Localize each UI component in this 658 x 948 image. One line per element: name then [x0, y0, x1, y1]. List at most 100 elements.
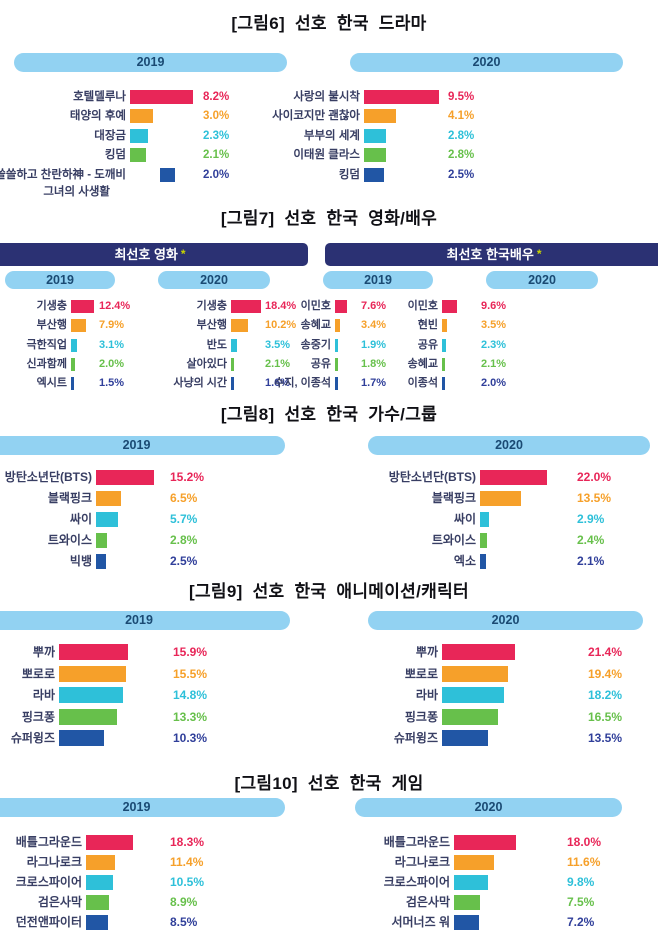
bar — [335, 357, 338, 371]
category-label: 기생충 — [196, 300, 227, 312]
category-label: 슈퍼윙즈 — [393, 731, 438, 745]
value-label: 5.7% — [170, 512, 198, 526]
category-label: 부산행 — [36, 319, 67, 332]
category-label: 뿌까 — [415, 645, 438, 659]
category-label: 킹덤 — [104, 149, 126, 162]
bar — [59, 708, 117, 725]
category-label: 호텔델루나 — [73, 91, 126, 103]
category-label: 라바 — [32, 688, 55, 702]
category-label: 검은사막 — [37, 895, 82, 909]
value-label: 3.5% — [265, 338, 291, 351]
value-label: 22.0% — [577, 470, 612, 484]
category-label: 엑소 — [453, 554, 476, 568]
value-label: 15.9% — [173, 645, 208, 659]
bar — [96, 491, 121, 506]
figure-title: [그림8] 선호 한국 가수/그룹 — [220, 405, 438, 424]
bar — [231, 377, 234, 391]
category-label: 검은사막 — [405, 895, 450, 909]
category-label: 이태원 클라스 — [293, 149, 360, 162]
value-label: 2.3% — [203, 129, 230, 142]
value-label: 19.4% — [588, 666, 623, 681]
category-label: 이민호 — [300, 300, 331, 312]
category-label: 부산행 — [196, 319, 227, 332]
value-label: 6.5% — [170, 491, 198, 505]
category-label: 사랑의 불시착 — [293, 91, 360, 103]
category-label: 크로스파이어 — [15, 875, 82, 889]
group-header-label: 최선호 영화 — [114, 247, 178, 262]
value-label: 1.9% — [361, 338, 387, 351]
category-label-line2: 그녀의 사생활 — [43, 185, 110, 198]
category-label: 방탄소년단(BTS) — [4, 470, 92, 484]
year-header-pill: 2020 — [486, 271, 598, 289]
bar — [71, 338, 77, 352]
value-label: 4.1% — [448, 110, 475, 123]
value-label: 12.4% — [99, 300, 131, 312]
value-label: 9.8% — [567, 875, 595, 889]
category-label: 이민호 — [407, 300, 438, 312]
category-label: 사냥의 시간 — [173, 377, 227, 390]
value-label: 2.1% — [265, 357, 291, 370]
category-label: 쓸쓸하고 찬란하神 - 도깨비 — [0, 168, 126, 181]
bar — [364, 90, 439, 104]
value-label: 16.5% — [588, 709, 623, 724]
category-label: 라바 — [415, 688, 438, 702]
value-label: 2.5% — [448, 168, 475, 181]
category-label: 신과함께 — [26, 357, 67, 370]
category-label: 부부의 세계 — [303, 129, 360, 142]
category-label: 블랙핑크 — [431, 491, 476, 505]
category-label: 라그나로크 — [394, 855, 450, 869]
category-label: 빅뱅 — [69, 554, 92, 568]
category-label: 서머너즈 워 — [391, 915, 450, 929]
year-header-pill: 2020 — [158, 271, 270, 289]
category-label: 송혜교 — [300, 319, 331, 332]
year-header-pill: 2019 — [0, 798, 285, 817]
category-label: 송중기 — [300, 338, 331, 351]
bar — [442, 644, 515, 660]
bar — [130, 90, 193, 104]
value-label: 8.2% — [203, 91, 230, 103]
value-label: 7.2% — [567, 915, 595, 929]
category-label: 던전앤파이터 — [15, 915, 82, 929]
year-header-pill: 2019 — [0, 611, 290, 630]
bar — [59, 687, 124, 703]
category-label: 공유 — [417, 338, 438, 351]
value-label: 2.1% — [577, 554, 605, 568]
bar — [442, 377, 446, 391]
year-header-pill: 2020 — [355, 798, 622, 817]
category-label: 라그나로크 — [26, 855, 82, 869]
value-label: 1.6% — [265, 377, 291, 390]
value-label: 1.7% — [361, 377, 387, 390]
category-label: 블랙핑크 — [47, 491, 92, 505]
bar — [442, 357, 446, 371]
bar — [335, 319, 341, 333]
bar — [231, 338, 237, 352]
bar — [130, 128, 148, 143]
bar — [86, 855, 116, 870]
value-label: 8.9% — [170, 895, 198, 909]
bar — [364, 109, 397, 124]
category-label: 기생충 — [36, 300, 67, 312]
value-label: 7.9% — [99, 319, 125, 332]
bar — [59, 730, 104, 746]
category-label: 킹덤 — [338, 168, 360, 181]
figure-title: [그림7] 선호 한국 영화/배우 — [220, 209, 438, 228]
value-label: 2.4% — [577, 533, 605, 547]
asterisk-marker: * — [536, 247, 542, 261]
value-label: 2.0% — [99, 357, 125, 370]
bar — [442, 730, 489, 746]
bar — [454, 835, 516, 850]
bar — [364, 128, 387, 143]
category-label: 태양의 후예 — [69, 110, 126, 123]
bar — [231, 300, 261, 313]
value-label: 15.2% — [170, 470, 205, 484]
value-label: 1.5% — [99, 377, 125, 390]
value-label: 8.5% — [170, 915, 198, 929]
value-label: 2.8% — [170, 533, 198, 547]
value-label: 2.9% — [577, 512, 605, 526]
category-label: 사이코지만 괜찮아 — [272, 110, 360, 123]
bar — [130, 148, 147, 163]
